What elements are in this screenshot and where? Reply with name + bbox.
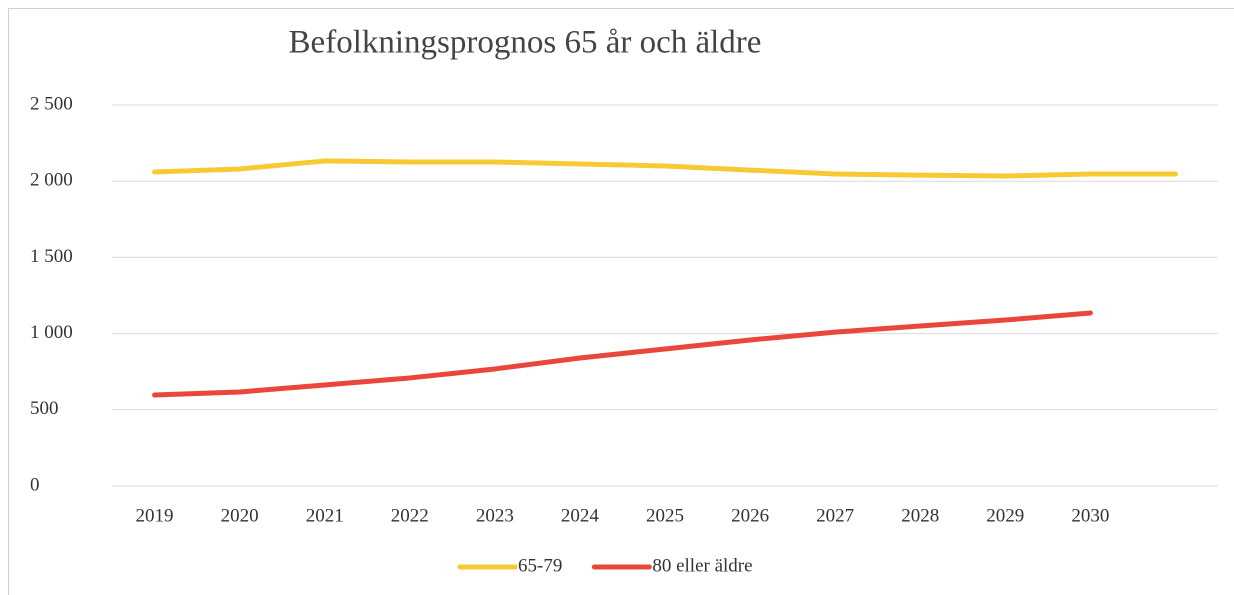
- y-tick-label: 0: [30, 474, 40, 495]
- y-tick-label: 2 000: [30, 170, 73, 191]
- x-tick-label: 2030: [1071, 505, 1109, 526]
- x-tick-label: 2026: [731, 505, 769, 526]
- x-tick-label: 2024: [561, 505, 600, 526]
- series-line: [152, 310, 1093, 398]
- x-tick-label: 2027: [816, 505, 854, 526]
- x-tick-label: 2019: [136, 505, 174, 526]
- legend-label: 80 eller äldre: [652, 555, 752, 576]
- legend-label: 65-79: [518, 555, 562, 576]
- x-tick-label: 2025: [646, 505, 684, 526]
- y-tick-label: 2 500: [30, 93, 73, 114]
- x-tick-label: 2023: [476, 505, 514, 526]
- x-tick-label: 2028: [901, 505, 939, 526]
- chart-title: Befolkningsprognos 65 år och äldre: [289, 25, 762, 61]
- y-tick-label: 1 500: [30, 246, 73, 267]
- series-line: [152, 158, 1178, 179]
- x-tick-label: 2021: [306, 505, 344, 526]
- x-tick-label: 2022: [391, 505, 429, 526]
- x-tick-label: 2020: [221, 505, 259, 526]
- y-tick-label: 500: [30, 398, 59, 419]
- y-tick-label: 1 000: [30, 322, 73, 343]
- x-tick-label: 2029: [986, 505, 1024, 526]
